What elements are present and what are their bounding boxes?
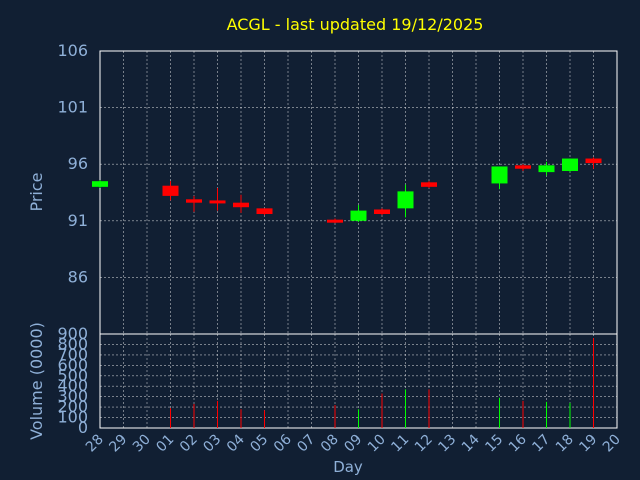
candle-body — [585, 158, 602, 164]
price-tick-label: 86 — [68, 267, 88, 286]
candle-body — [186, 199, 202, 203]
candle-body — [562, 158, 578, 171]
price-axis-label: Price — [27, 172, 46, 211]
chart-title: ACGL - last updated 19/12/2025 — [227, 15, 484, 34]
candle-body — [162, 185, 179, 196]
candle-body — [421, 182, 437, 187]
volume-tick-label: 100 — [57, 408, 88, 427]
volume-tick-label: 300 — [57, 387, 88, 406]
volume-tick-label: 700 — [57, 345, 88, 364]
volume-tick-label: 400 — [57, 376, 88, 395]
volume-tick-label: 900 — [57, 324, 88, 343]
x-axis-label: Day — [333, 458, 363, 476]
candle-body — [92, 181, 108, 187]
x-tick-labels: 28 29 30 01 02 03 04 05 06 07 08 09 10 11 12 13 14 15 16 17… — [83, 431, 624, 455]
price-tick-label: 101 — [57, 98, 88, 117]
candle-body — [256, 208, 273, 215]
candle-body — [350, 210, 367, 221]
candle-body — [327, 219, 343, 223]
candle-body — [491, 166, 508, 184]
candle-body — [515, 165, 531, 169]
volume-tick-label: 200 — [57, 397, 88, 416]
volume-tick-label: 800 — [57, 334, 88, 353]
candle-body — [374, 209, 390, 215]
volume-tick-label: 500 — [57, 366, 88, 385]
price-tick-label: 106 — [57, 41, 88, 60]
candle-body — [209, 200, 226, 204]
volume-tick-label: 600 — [57, 355, 88, 374]
price-tick-label: 96 — [68, 154, 88, 173]
price-tick-label: 91 — [68, 211, 88, 230]
candle-body — [233, 202, 249, 208]
candle-body — [397, 191, 414, 209]
price-panel: 106 101 96 91 86 — [57, 41, 618, 335]
volume-axis-label: Volume (0000) — [27, 322, 46, 440]
candle-body — [538, 165, 555, 173]
volume-tick-label: 0 — [78, 418, 88, 437]
